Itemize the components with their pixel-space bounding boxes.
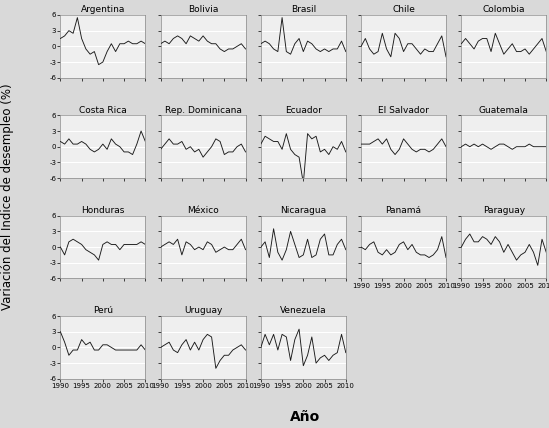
- Title: Venezuela: Venezuela: [280, 306, 327, 315]
- Title: Ecuador: Ecuador: [285, 106, 322, 115]
- Title: Paraguay: Paraguay: [483, 206, 525, 215]
- Title: Rep. Dominicana: Rep. Dominicana: [165, 106, 242, 115]
- Text: Año: Año: [289, 410, 320, 424]
- Title: Perú: Perú: [93, 306, 113, 315]
- Title: Panamá: Panamá: [385, 206, 422, 215]
- Title: Nicaragua: Nicaragua: [280, 206, 327, 215]
- Text: Variación del Índice de desempleo (%): Variación del Índice de desempleo (%): [0, 83, 14, 310]
- Title: Argentina: Argentina: [81, 5, 125, 14]
- Title: Brasil: Brasil: [291, 5, 316, 14]
- Title: Chile: Chile: [392, 5, 415, 14]
- Title: Uruguay: Uruguay: [184, 306, 222, 315]
- Title: Bolivia: Bolivia: [188, 5, 219, 14]
- Title: México: México: [187, 206, 219, 215]
- Title: Colombia: Colombia: [483, 5, 525, 14]
- Title: Honduras: Honduras: [81, 206, 125, 215]
- Title: Guatemala: Guatemala: [479, 106, 529, 115]
- Title: El Salvador: El Salvador: [378, 106, 429, 115]
- Title: Costa Rica: Costa Rica: [79, 106, 127, 115]
